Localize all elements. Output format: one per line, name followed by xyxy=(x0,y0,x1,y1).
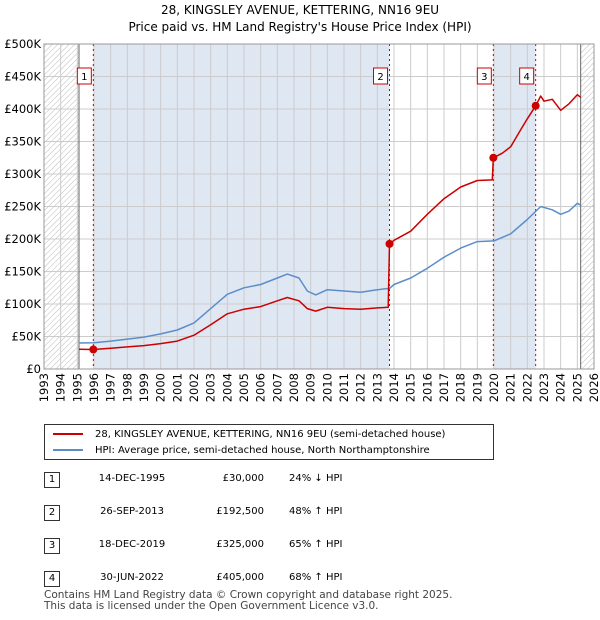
x-tick-label: 2009 xyxy=(304,373,318,402)
y-tick-label: £450K xyxy=(4,70,41,84)
y-tick-label: £50K xyxy=(12,330,42,344)
x-tick-label: 2025 xyxy=(570,373,584,402)
chart-legend: 28, KINGSLEY AVENUE, KETTERING, NN16 9EU… xyxy=(44,424,494,460)
sale-date: 30-JUN-2022 xyxy=(100,572,164,583)
legend-label-property: 28, KINGSLEY AVENUE, KETTERING, NN16 9EU… xyxy=(95,429,446,440)
y-tick-label: £500K xyxy=(4,37,41,51)
x-tick-label: 2013 xyxy=(370,373,384,402)
y-tick-label: £150K xyxy=(4,265,41,279)
legend-item-hpi: HPI: Average price, semi-detached house,… xyxy=(53,444,430,458)
x-tick-label: 2001 xyxy=(170,373,184,402)
x-tick-label: 2024 xyxy=(554,373,568,402)
sale-marker-label: 3 xyxy=(481,72,487,83)
sale-point xyxy=(89,345,98,354)
sale-marker-box xyxy=(76,67,92,85)
x-tick-label: 2008 xyxy=(287,373,301,402)
sale-hpi-change: 65% ↑ HPI xyxy=(289,539,343,550)
x-tick-label: 2002 xyxy=(187,373,201,402)
legend-item-property: 28, KINGSLEY AVENUE, KETTERING, NN16 9EU… xyxy=(53,428,445,442)
footer-copyright: Contains HM Land Registry data © Crown c… xyxy=(44,589,453,601)
sale-price: £30,000 xyxy=(222,473,264,484)
sale-row: 3 18-DEC-2019 £325,000 65% ↑ HPI xyxy=(44,538,584,554)
sale-number: 3 xyxy=(44,538,60,554)
sale-row: 4 30-JUN-2022 £405,000 68% ↑ HPI xyxy=(44,571,584,587)
x-tick-label: 2007 xyxy=(270,373,284,402)
x-tick-label: 2015 xyxy=(404,373,418,402)
chart-subtitle: Price paid vs. HM Land Registry's House … xyxy=(128,20,471,34)
sale-point xyxy=(531,101,540,110)
sale-point xyxy=(385,239,394,248)
x-tick-label: 1996 xyxy=(87,373,101,402)
sale-number: 1 xyxy=(44,472,60,488)
x-tick-label: 2012 xyxy=(354,373,368,402)
sale-hpi-change: 24% ↓ HPI xyxy=(289,473,343,484)
x-tick-label: 2023 xyxy=(537,373,551,402)
sale-marker-label: 2 xyxy=(377,72,383,83)
x-tick-label: 2011 xyxy=(337,373,351,402)
x-tick-label: 1993 xyxy=(37,373,51,402)
y-tick-label: £200K xyxy=(4,232,41,246)
y-tick-label: £100K xyxy=(4,297,41,311)
footer-attribution: Contains HM Land Registry data © Crown c… xyxy=(44,590,452,612)
x-tick-label: 2026 xyxy=(587,373,600,402)
sale-marker-label: 4 xyxy=(523,72,529,83)
x-tick-label: 1997 xyxy=(104,373,118,402)
sale-number: 4 xyxy=(44,571,60,587)
x-tick-label: 2016 xyxy=(420,373,434,402)
sale-date: 18-DEC-2019 xyxy=(98,539,166,550)
x-tick-label: 1998 xyxy=(120,373,134,402)
sale-row: 2 26-SEP-2013 £192,500 48% ↑ HPI xyxy=(44,505,584,521)
x-tick-label: 2003 xyxy=(204,373,218,402)
plot-frame xyxy=(43,43,595,370)
sale-hpi-change: 48% ↑ HPI xyxy=(289,506,343,517)
x-tick-label: 1995 xyxy=(70,373,84,402)
x-tick-label: 2021 xyxy=(504,373,518,402)
price-chart: 28, KINGSLEY AVENUE, KETTERING, NN16 9EU… xyxy=(4,3,600,402)
sale-marker-box xyxy=(373,67,388,85)
x-tick-label: 2018 xyxy=(454,373,468,402)
x-tick-label: 2017 xyxy=(437,373,451,402)
sale-price: £192,500 xyxy=(216,506,264,517)
sale-price: £405,000 xyxy=(216,572,264,583)
x-tick-label: 2022 xyxy=(520,373,534,402)
x-tick-label: 2005 xyxy=(237,373,251,402)
sale-price: £325,000 xyxy=(216,539,264,550)
sale-date: 14-DEC-1995 xyxy=(98,473,166,484)
x-tick-label: 2006 xyxy=(254,373,268,402)
sale-point xyxy=(489,153,498,162)
y-tick-label: £300K xyxy=(4,167,41,181)
hpi-line xyxy=(78,202,582,344)
sale-marker-label: 1 xyxy=(81,72,87,83)
legend-swatch-hpi xyxy=(53,449,83,451)
chart-title: 28, KINGSLEY AVENUE, KETTERING, NN16 9EU xyxy=(161,3,439,17)
sale-hpi-change: 68% ↑ HPI xyxy=(289,572,343,583)
y-tick-label: £400K xyxy=(4,102,41,116)
legend-label-hpi: HPI: Average price, semi-detached house,… xyxy=(95,445,430,456)
y-tick-label: £0 xyxy=(26,362,41,376)
x-tick-label: 2010 xyxy=(320,373,334,402)
sale-number: 2 xyxy=(44,505,60,521)
sale-marker-box xyxy=(519,67,535,85)
x-tick-label: 2014 xyxy=(387,373,401,402)
x-tick-label: 2020 xyxy=(487,373,501,402)
x-tick-label: 2019 xyxy=(470,373,484,402)
sale-row: 1 14-DEC-1995 £30,000 24% ↓ HPI xyxy=(44,472,584,488)
y-tick-label: £250K xyxy=(4,200,41,214)
sale-date: 26-SEP-2013 xyxy=(100,506,164,517)
legend-swatch-property xyxy=(53,433,83,435)
y-tick-label: £350K xyxy=(4,135,41,149)
x-tick-label: 1994 xyxy=(54,373,68,402)
x-tick-label: 2004 xyxy=(220,373,234,402)
x-tick-label: 2000 xyxy=(154,373,168,402)
x-tick-label: 1999 xyxy=(137,373,151,402)
footer-licence: This data is licensed under the Open Gov… xyxy=(44,600,379,612)
sale-marker-box xyxy=(476,67,492,85)
